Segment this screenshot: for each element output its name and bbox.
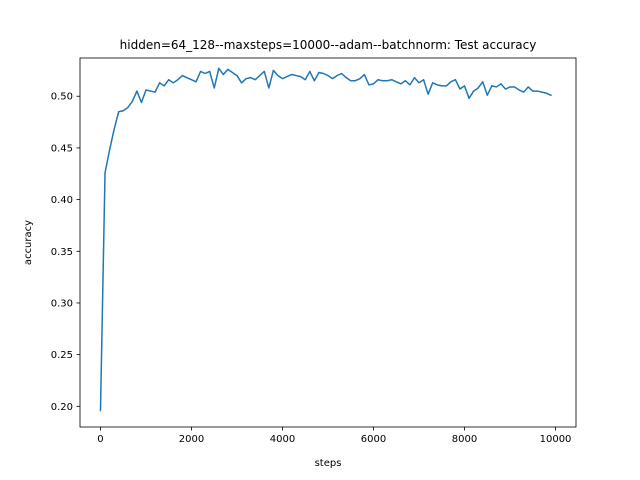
y-tick-label: 0.45 <box>51 143 73 154</box>
y-tick-label: 0.50 <box>51 92 73 103</box>
x-axis-ticks: 0 2000 4000 6000 8000 10000 <box>97 427 571 445</box>
y-tick-label: 0.35 <box>51 247 73 258</box>
axes-frame <box>79 57 577 428</box>
chart-title: hidden=64_128--maxsteps=10000--adam--bat… <box>120 38 537 52</box>
y-tick-label: 0.30 <box>51 298 73 309</box>
y-tick-label: 0.25 <box>51 350 73 361</box>
plot-area <box>99 67 552 412</box>
y-axis-label: accuracy <box>23 220 34 265</box>
x-tick-label: 8000 <box>452 434 477 445</box>
y-tick-label: 0.40 <box>51 195 73 206</box>
y-tick-label: 0.20 <box>51 402 73 413</box>
x-tick-label: 4000 <box>270 434 295 445</box>
x-tick-label: 0 <box>97 434 103 445</box>
x-tick-label: 2000 <box>179 434 204 445</box>
y-axis-ticks: 0.20 0.25 0.30 0.35 0.40 0.45 0.50 <box>51 92 80 413</box>
series-line-0 <box>99 67 552 412</box>
x-tick-label: 6000 <box>361 434 386 445</box>
x-axis-label: steps <box>315 458 342 469</box>
x-tick-label: 10000 <box>540 434 572 445</box>
